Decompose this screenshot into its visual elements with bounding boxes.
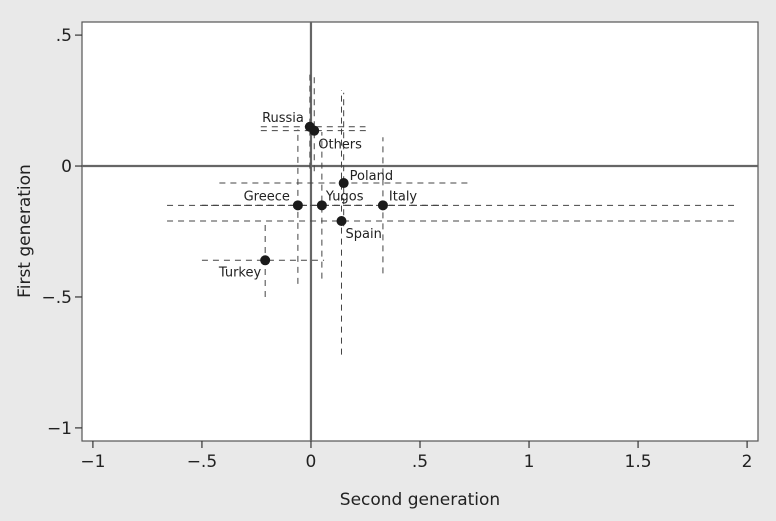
y-axis-title: First generation: [15, 164, 35, 298]
y-tick-label: 0: [61, 157, 72, 177]
point-label-russia: Russia: [262, 111, 304, 126]
data-point-turkey: [260, 255, 271, 266]
x-axis-title: Second generation: [340, 490, 500, 510]
data-point-italy: [377, 200, 388, 211]
x-tick-label: 1: [524, 452, 535, 472]
x-tick-label: .5: [412, 452, 428, 472]
point-label-turkey: Turkey: [218, 265, 262, 280]
point-label-poland: Poland: [350, 169, 393, 184]
point-label-greece: Greece: [244, 189, 290, 204]
y-tick-label: .5: [56, 26, 72, 46]
point-label-yugos: Yugos: [325, 189, 364, 204]
plot-area: [81, 21, 759, 442]
point-labels: Russia Others Poland Italy Greece Yugos Spain T…: [218, 111, 418, 281]
y-tick-label: −.5: [42, 288, 72, 308]
reference-lines: [82, 22, 758, 441]
y-axis-ticks: .5 0 −.5 −1: [42, 26, 82, 439]
data-point-greece: [292, 200, 303, 211]
data-point-poland: [338, 178, 349, 189]
x-tick-label: 0: [306, 452, 317, 472]
x-tick-label: 2: [742, 452, 753, 472]
x-tick-label: −.5: [187, 452, 217, 472]
x-axis-ticks: −1 −.5 0 .5 1 1.5 2: [80, 441, 753, 472]
data-point-others: [309, 125, 320, 136]
point-label-italy: Italy: [389, 189, 418, 204]
point-label-spain: Spain: [345, 227, 381, 242]
data-point-spain: [336, 216, 347, 227]
y-tick-label: −1: [47, 419, 72, 439]
point-label-others: Others: [318, 138, 362, 153]
data-points: [260, 121, 388, 266]
data-point-yugos: [316, 200, 327, 211]
x-tick-label: −1: [80, 452, 105, 472]
x-tick-label: 1.5: [625, 452, 652, 472]
